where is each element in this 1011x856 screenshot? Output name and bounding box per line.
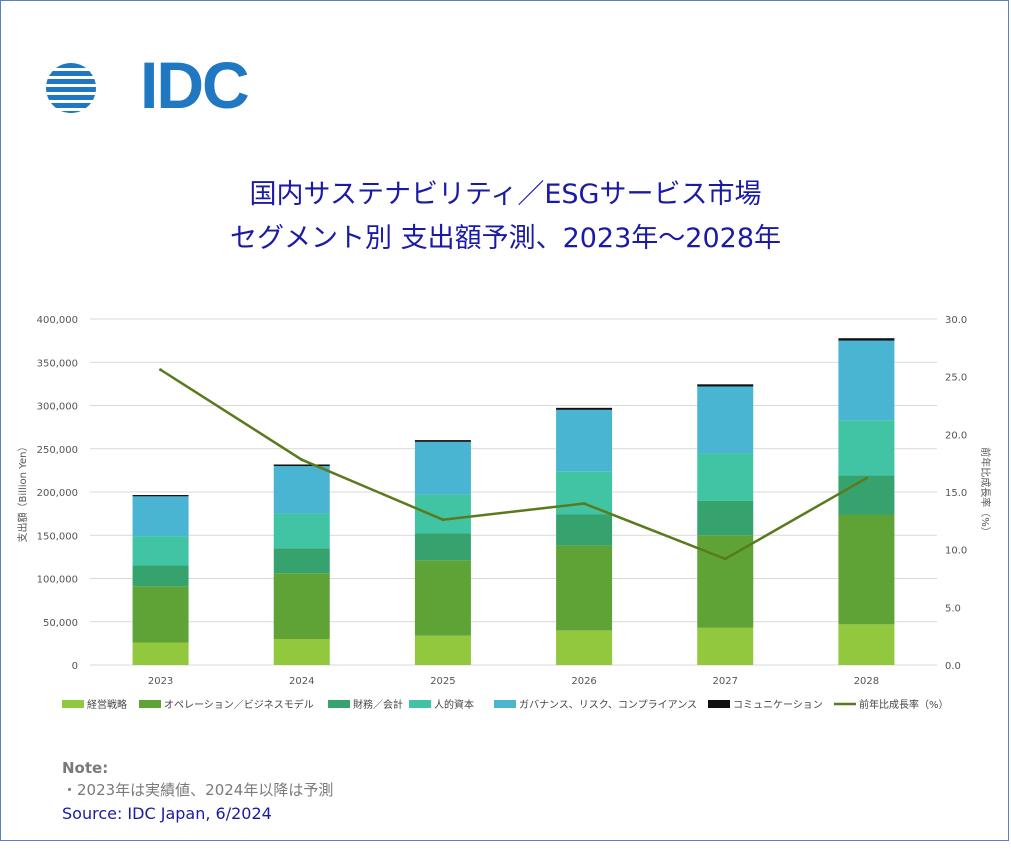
bar-segment xyxy=(414,494,471,534)
x-tick-label: 2025 xyxy=(430,676,455,687)
bar-segment xyxy=(838,624,895,665)
growth-point xyxy=(159,368,163,372)
note-label: Note: xyxy=(62,759,109,777)
bar-segment xyxy=(556,407,613,410)
x-tick-label: 2023 xyxy=(148,676,173,687)
x-tick-label: 2027 xyxy=(713,676,738,687)
bar-segment xyxy=(697,627,754,665)
legend-swatch xyxy=(139,700,161,708)
chart-title-line2: セグメント別 支出額予測、2023年～2028年 xyxy=(229,223,781,254)
bar-segment xyxy=(697,386,754,454)
bar-segment xyxy=(273,639,330,665)
growth-line xyxy=(159,368,868,561)
y-tick-label: 250,000 xyxy=(37,445,78,456)
y2-tick-label: 0.0 xyxy=(945,661,961,672)
bar-segment xyxy=(414,440,471,442)
idc-logo: IDC xyxy=(44,52,250,118)
y2-tick-label: 30.0 xyxy=(945,315,967,326)
idc-globe-icon xyxy=(46,63,96,113)
legend-label: 経営戦略 xyxy=(87,698,127,711)
bar-segment xyxy=(556,409,613,472)
bar-segment xyxy=(273,513,330,549)
chart-title-line1: 国内サステナビリティ／ESGサービス市場 xyxy=(249,179,762,210)
bar-segment xyxy=(697,453,754,501)
growth-point xyxy=(300,458,304,462)
legend-label: 人的資本 xyxy=(434,698,474,711)
idc-logo-text: IDC xyxy=(140,48,250,122)
bar-segment xyxy=(132,586,189,643)
bar-segment xyxy=(697,500,754,536)
bar-segment xyxy=(697,384,754,387)
x-tick-label: 2028 xyxy=(854,676,879,687)
y2-tick-label: 15.0 xyxy=(945,488,967,499)
growth-point xyxy=(723,557,727,561)
bar-segment xyxy=(132,565,189,587)
legend-swatch xyxy=(409,700,431,708)
bar-segment xyxy=(132,496,189,537)
bar-segment xyxy=(414,441,471,495)
bar-segment xyxy=(556,545,613,631)
x-tick-label: 2026 xyxy=(571,676,596,687)
bar-segment xyxy=(414,560,471,636)
y2-tick-label: 10.0 xyxy=(945,546,967,557)
y-tick-label: 50,000 xyxy=(43,618,78,629)
growth-point xyxy=(441,518,445,522)
bar-segment xyxy=(838,338,895,341)
y2-axis-label: 前年比成長率（%） xyxy=(979,447,992,537)
bar-segment xyxy=(556,630,613,665)
bar-segment xyxy=(556,471,613,515)
growth-point xyxy=(582,502,586,506)
y2-tick-label: 25.0 xyxy=(945,373,967,384)
bar-segment xyxy=(414,635,471,665)
bar-segment xyxy=(273,464,330,467)
y-tick-label: 400,000 xyxy=(37,315,78,326)
legend-label: 前年比成長率（%） xyxy=(859,698,949,711)
bar-segment xyxy=(273,548,330,574)
x-tick-label: 2024 xyxy=(289,676,314,687)
bar-segment xyxy=(132,536,189,566)
growth-point xyxy=(864,476,868,480)
y-tick-label: 100,000 xyxy=(37,575,78,586)
legend-swatch xyxy=(708,700,730,708)
y2-tick-label: 5.0 xyxy=(945,603,961,614)
y-tick-label: 0 xyxy=(72,661,78,672)
bar-segment xyxy=(132,495,189,497)
notes-block: Note: ・2023年は実績値、2024年以降は予測 Source: IDC … xyxy=(62,758,333,826)
y2-tick-label: 20.0 xyxy=(945,430,967,441)
bar-segment xyxy=(838,340,895,421)
y-tick-label: 200,000 xyxy=(37,488,78,499)
bar-segment xyxy=(273,573,330,640)
source-text: Source: IDC Japan, 6/2024 xyxy=(62,804,272,823)
note-item: ・2023年は実績値、2024年以降は予測 xyxy=(62,781,334,799)
legend-swatch xyxy=(62,700,84,708)
bar-segment xyxy=(838,475,895,515)
legend-swatch xyxy=(494,700,516,708)
y-tick-label: 300,000 xyxy=(37,402,78,413)
stacked-bar-chart: 0 50,000 100,000 150,000 200,000 250,000 300,0… xyxy=(16,315,992,711)
legend-label: 財務／会計 xyxy=(353,698,403,711)
bar-segment xyxy=(697,535,754,628)
y-axis-label: 支出額（Billion Yen） xyxy=(16,442,29,543)
legend-label: ガバナンス、リスク、コンプライアンス xyxy=(519,699,697,711)
y-tick-label: 350,000 xyxy=(37,358,78,369)
bar-segment xyxy=(414,533,471,561)
bar-segment xyxy=(273,466,330,514)
bar-segment xyxy=(556,514,613,546)
legend-label: コミュニケーション xyxy=(733,699,823,711)
bar-segment xyxy=(838,514,895,625)
legend-swatch xyxy=(328,700,350,708)
bar-segment xyxy=(132,642,189,665)
legend-label: オペレーション／ビジネスモデル xyxy=(164,698,314,711)
y-tick-label: 150,000 xyxy=(37,531,78,542)
bar-segment xyxy=(838,420,895,476)
